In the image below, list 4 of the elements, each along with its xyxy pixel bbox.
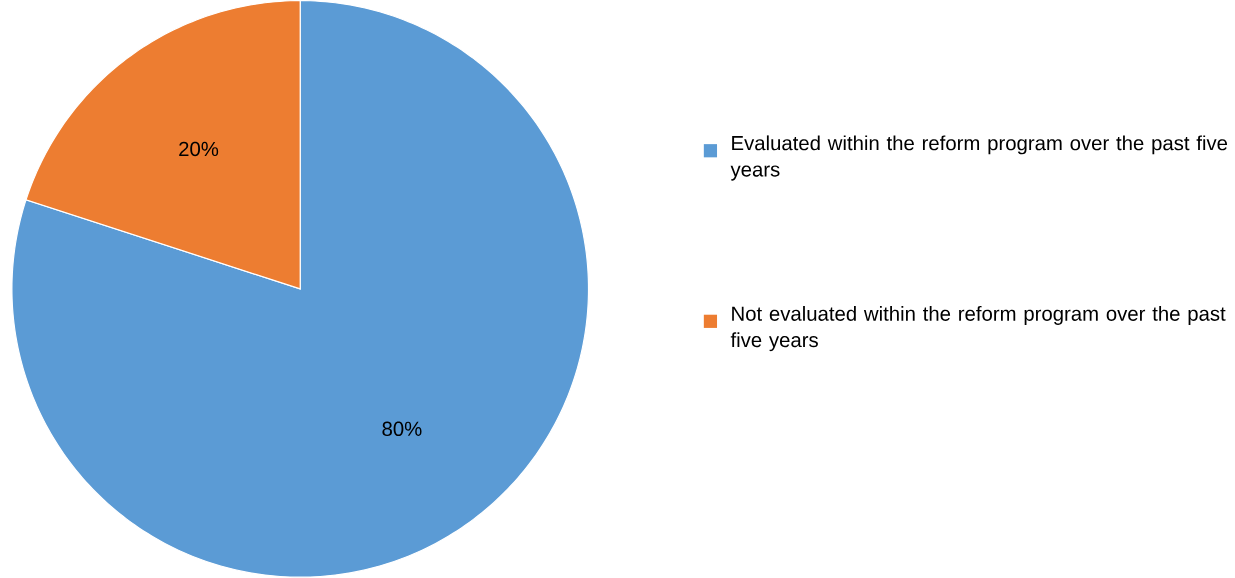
legend-label: Evaluated within the reform program over the past five years bbox=[730, 135, 1228, 181]
legend-label: Not evaluated within the reform program over the past five years bbox=[730, 306, 1226, 352]
data-label: 20% bbox=[179, 141, 219, 157]
data-label: 80% bbox=[382, 421, 422, 437]
